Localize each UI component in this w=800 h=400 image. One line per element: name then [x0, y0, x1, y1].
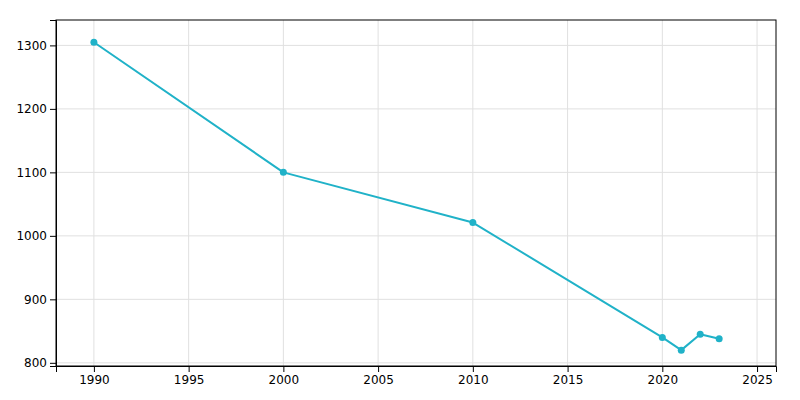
y-grid-line — [56, 172, 776, 173]
point — [697, 331, 704, 338]
y-grid-line — [56, 299, 776, 300]
line — [94, 42, 719, 350]
point — [90, 39, 97, 46]
y-tick-label: 1200 — [16, 102, 47, 116]
x-tick-label: 2000 — [269, 373, 300, 387]
y-tick-mark — [50, 299, 56, 300]
x-tick: 2005 — [363, 366, 394, 387]
x-grid-line — [93, 20, 94, 366]
y-tick-mark — [50, 236, 56, 237]
x-tick: 1990 — [79, 366, 110, 387]
x-tick-mark — [757, 366, 758, 372]
x-tick: 2025 — [742, 366, 773, 387]
point — [659, 334, 666, 341]
x-tick-label: 1990 — [79, 373, 110, 387]
y-tick: 1100 — [16, 166, 56, 180]
y-tick: 1300 — [16, 39, 56, 53]
plot-frame — [56, 20, 776, 366]
x-grid-line — [188, 20, 189, 366]
x-tick: 1995 — [174, 366, 205, 387]
y-tick-label: 900 — [24, 293, 47, 307]
x-tick-mark — [568, 366, 569, 372]
y-axis-line — [50, 21, 57, 367]
y-grid-line — [56, 45, 776, 46]
chart-svg: 1990 1995 2000 2005 2010 2015 2020 2025 800 900 10… — [0, 0, 800, 400]
point — [678, 347, 685, 354]
x-grid-line — [472, 20, 473, 366]
x-grid-line — [757, 20, 758, 366]
x-tick-mark — [378, 366, 379, 372]
x-tick-label: 1995 — [174, 373, 205, 387]
x-grid-line — [283, 20, 284, 366]
x-tick-mark — [189, 366, 190, 372]
y-axis: 800 900 1000 1100 1200 1300 — [16, 21, 56, 371]
x-grid-line — [567, 20, 568, 366]
x-tick-mark — [662, 366, 663, 372]
y-tick-label: 1300 — [16, 39, 47, 53]
y-tick-mark — [50, 172, 56, 173]
x-tick: 2000 — [269, 366, 300, 387]
x-tick-label: 2015 — [553, 373, 584, 387]
plot-area — [90, 39, 722, 354]
y-grid-line — [56, 108, 776, 109]
y-tick: 800 — [24, 356, 56, 370]
point — [469, 219, 476, 226]
x-tick: 2015 — [553, 366, 584, 387]
y-tick-mark — [50, 109, 56, 110]
y-tick-mark — [50, 45, 56, 46]
chart-container: 1990 1995 2000 2005 2010 2015 2020 2025 800 900 10… — [0, 0, 800, 400]
y-tick-label: 1000 — [16, 229, 47, 243]
y-grid-line — [56, 362, 776, 363]
y-tick: 1000 — [16, 229, 56, 243]
x-tick-label: 2025 — [742, 373, 773, 387]
y-tick-label: 1100 — [16, 166, 47, 180]
x-tick: 2020 — [648, 366, 679, 387]
y-tick-label: 800 — [24, 356, 47, 370]
x-axis: 1990 1995 2000 2005 2010 2015 2020 2025 — [57, 366, 777, 387]
x-grid-line — [378, 20, 379, 366]
y-tick: 1200 — [16, 102, 56, 116]
y-tick: 900 — [24, 293, 56, 307]
x-tick-label: 2020 — [648, 373, 679, 387]
x-tick-mark — [283, 366, 284, 372]
y-grid-line — [56, 235, 776, 236]
x-axis-line — [57, 367, 777, 373]
x-tick-mark — [94, 366, 95, 372]
point — [280, 169, 287, 176]
x-tick: 2010 — [458, 366, 489, 387]
y-tick-mark — [50, 363, 56, 364]
point — [716, 335, 723, 342]
x-tick-mark — [473, 366, 474, 372]
x-tick-label: 2005 — [363, 373, 394, 387]
grid — [56, 20, 776, 366]
x-tick-label: 2010 — [458, 373, 489, 387]
x-grid-line — [662, 20, 663, 366]
